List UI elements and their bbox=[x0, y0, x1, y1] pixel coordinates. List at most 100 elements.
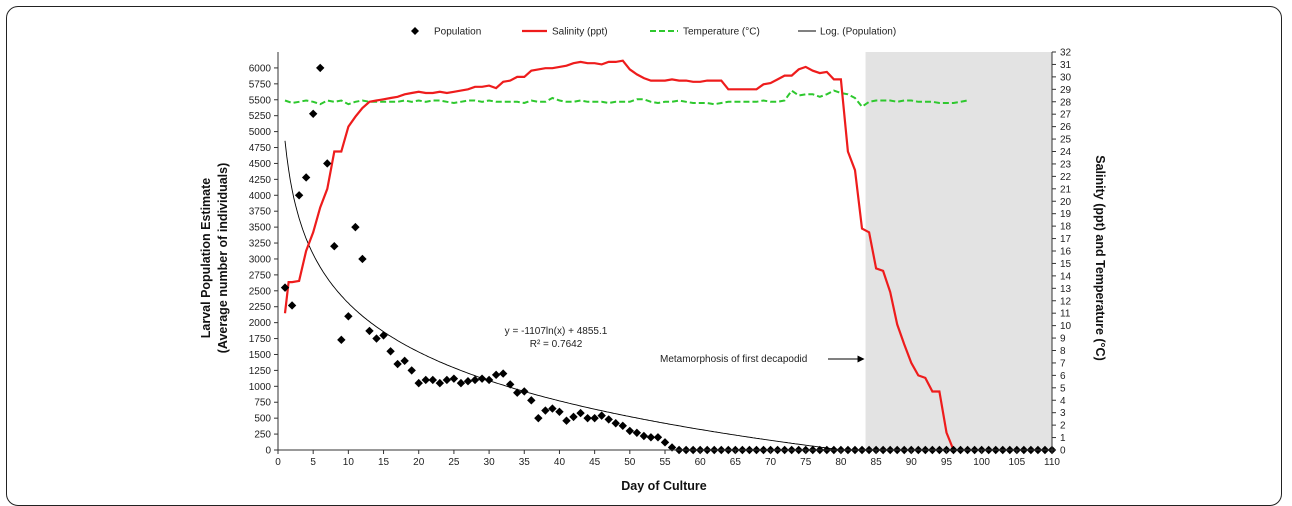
population-point bbox=[407, 366, 416, 375]
population-point bbox=[287, 301, 297, 310]
population-point bbox=[548, 404, 557, 413]
metamorphosis-annotation: Metamorphosis of first decapodid bbox=[660, 354, 807, 365]
y-right-tick-label: 30 bbox=[1060, 72, 1072, 83]
population-point bbox=[449, 374, 459, 383]
population-point bbox=[534, 413, 543, 423]
x-tick-label: 90 bbox=[906, 457, 918, 468]
y-right-tick-label: 17 bbox=[1060, 234, 1072, 245]
population-point bbox=[386, 347, 395, 356]
x-tick-label: 70 bbox=[765, 457, 777, 468]
population-point bbox=[365, 326, 374, 336]
y-left-tick-label: 3250 bbox=[249, 239, 272, 250]
population-point bbox=[506, 380, 515, 389]
population-point bbox=[393, 359, 402, 369]
population-point bbox=[569, 412, 578, 422]
population-point bbox=[653, 433, 663, 442]
x-tick-label: 55 bbox=[659, 457, 671, 468]
y-right-tick-label: 26 bbox=[1060, 122, 1072, 133]
population-point bbox=[463, 377, 473, 386]
y-left-tick-label: 2250 bbox=[249, 302, 272, 313]
x-tick-label: 10 bbox=[343, 457, 355, 468]
y-left-tick-label: 2500 bbox=[249, 286, 272, 297]
y-left-tick-label: 500 bbox=[254, 414, 271, 425]
legend-label: Salinity (ppt) bbox=[552, 27, 608, 38]
y-right-tick-label: 11 bbox=[1060, 309, 1071, 320]
population-point bbox=[344, 312, 353, 321]
y-right-tick-label: 14 bbox=[1060, 271, 1072, 282]
y-right-tick-label: 4 bbox=[1060, 396, 1066, 407]
population-point bbox=[498, 369, 508, 378]
x-tick-label: 45 bbox=[589, 457, 601, 468]
population-point bbox=[555, 407, 564, 416]
population-point bbox=[442, 375, 452, 385]
x-tick-label: 100 bbox=[973, 457, 990, 468]
x-tick-label: 35 bbox=[519, 457, 531, 468]
population-point bbox=[400, 356, 409, 366]
population-point bbox=[660, 438, 670, 447]
y-left-tick-label: 6000 bbox=[249, 63, 272, 74]
y-left-axis-title-line2: (Average number of individuals) bbox=[216, 163, 230, 354]
chart: 0 5 10 15 20 25 30 35 40 45 50 55 60 65 70 75 80 85 90 95 10… bbox=[199, 27, 1107, 494]
y-right-tick-label: 24 bbox=[1060, 147, 1072, 158]
x-tick-label: 15 bbox=[378, 457, 390, 468]
y-left-axis-title-line1: Larval Population Estimate bbox=[199, 178, 213, 339]
population-point bbox=[358, 254, 367, 264]
population-point bbox=[541, 406, 550, 415]
y-right-tick-label: 8 bbox=[1060, 346, 1066, 357]
x-tick-label: 75 bbox=[800, 457, 812, 468]
x-tick-label: 95 bbox=[941, 457, 953, 468]
y-right-tick-label: 0 bbox=[1060, 446, 1066, 457]
population-point bbox=[639, 431, 649, 441]
population-point bbox=[435, 378, 445, 388]
x-tick-label: 105 bbox=[1008, 457, 1025, 468]
y-left-tick-label: 5250 bbox=[249, 111, 272, 122]
y-left-tick-label: 5000 bbox=[249, 127, 272, 138]
y-left-tick-label: 1250 bbox=[249, 366, 272, 377]
y-right-tick-label: 5 bbox=[1060, 383, 1066, 394]
population-point bbox=[527, 396, 536, 405]
y-right-tick-label: 25 bbox=[1060, 135, 1072, 146]
population-point bbox=[301, 173, 311, 182]
legend-label: Population bbox=[434, 27, 481, 38]
y-left-tick-label: 4250 bbox=[249, 175, 272, 186]
trendline-equation: y = -1107ln(x) + 4855.1 bbox=[505, 326, 608, 337]
population-point bbox=[625, 426, 635, 436]
y-right-tick-label: 20 bbox=[1060, 197, 1072, 208]
y-left-tick-label: 250 bbox=[254, 430, 271, 441]
y-right-tick-label: 1 bbox=[1060, 433, 1066, 444]
y-left-tick-label: 1750 bbox=[249, 334, 272, 345]
x-tick-label: 60 bbox=[695, 457, 707, 468]
temperature-line bbox=[284, 89, 968, 109]
x-tick-label: 110 bbox=[1044, 457, 1060, 468]
y-right-tick-label: 15 bbox=[1060, 259, 1072, 270]
y-left-tick-label: 5500 bbox=[249, 95, 272, 106]
x-tick-label: 5 bbox=[310, 457, 316, 468]
metamorphosis-arrowhead bbox=[857, 355, 865, 363]
y-right-tick-label: 23 bbox=[1060, 159, 1072, 170]
y-left-tick-label: 3000 bbox=[249, 254, 272, 265]
x-tick-label: 85 bbox=[871, 457, 883, 468]
y-right-tick-label: 32 bbox=[1060, 48, 1072, 59]
x-tick-label: 20 bbox=[413, 457, 425, 468]
population-point bbox=[618, 421, 627, 431]
legend-label: Temperature (°C) bbox=[683, 27, 760, 38]
salinity-line bbox=[283, 59, 955, 451]
population-point bbox=[470, 375, 480, 385]
population-point bbox=[583, 413, 592, 423]
y-left-tick-label: 3750 bbox=[249, 207, 272, 218]
population-point bbox=[372, 334, 381, 343]
legend-label: Log. (Population) bbox=[820, 27, 896, 38]
population-point bbox=[351, 222, 360, 232]
population-point bbox=[337, 335, 346, 345]
trendline-log-population bbox=[284, 140, 954, 451]
population-point bbox=[414, 378, 423, 388]
y-right-tick-label: 18 bbox=[1060, 222, 1072, 233]
y-right-tick-label: 2 bbox=[1060, 421, 1066, 432]
population-point bbox=[611, 419, 620, 428]
x-tick-label: 0 bbox=[275, 457, 281, 468]
x-tick-label: 25 bbox=[448, 457, 460, 468]
y-right-tick-label: 27 bbox=[1060, 110, 1072, 121]
y-right-tick-label: 31 bbox=[1060, 60, 1072, 71]
x-tick-label: 40 bbox=[554, 457, 566, 468]
y-left-tick-label: 5750 bbox=[249, 79, 272, 90]
